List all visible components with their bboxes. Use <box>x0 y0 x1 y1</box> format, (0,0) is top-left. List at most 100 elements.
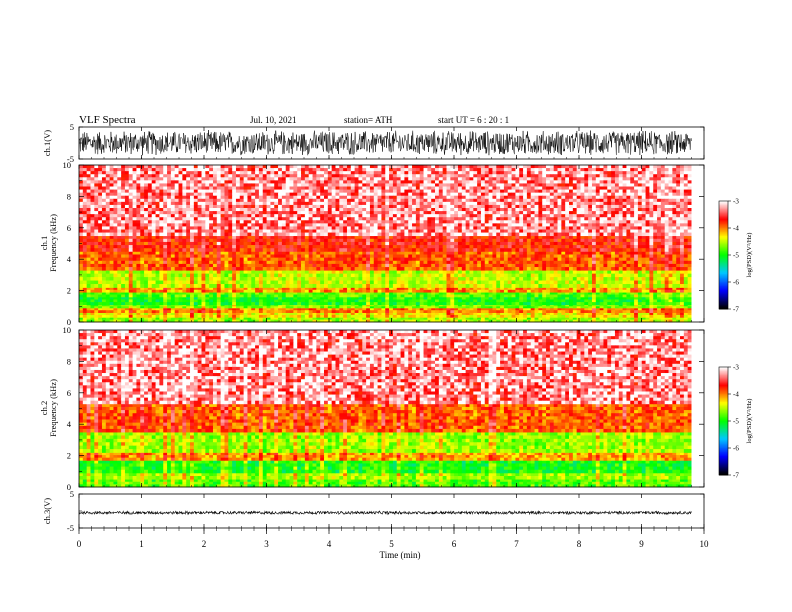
spectrogram-cell <box>197 306 202 309</box>
spectrogram-cell <box>553 304 558 307</box>
spectrogram-cell <box>109 302 114 306</box>
spectrogram-cell <box>611 257 616 262</box>
spectrogram-cell <box>488 304 493 307</box>
spectrogram-cell <box>155 263 160 268</box>
spectrogram-cell <box>572 284 578 288</box>
spectrogram-cell <box>170 314 176 318</box>
spectrogram-cell <box>297 296 302 300</box>
spectrogram-cell <box>542 319 547 323</box>
spectrogram-cell <box>618 304 623 307</box>
spectrogram-cell <box>121 248 126 252</box>
spectrogram-cell <box>595 284 601 288</box>
spectrogram-cell <box>649 245 654 249</box>
spectrogram-cell <box>569 302 574 306</box>
spectrogram-cell <box>228 299 233 303</box>
spectrogram-cell <box>442 289 447 293</box>
spectrogram-cell <box>201 304 206 307</box>
spectrogram-cell <box>381 314 386 318</box>
spectrogram-cell <box>519 238 524 243</box>
spectrogram-cell <box>346 273 352 278</box>
spectrogram-cell <box>538 260 543 265</box>
spectrogram-cell <box>251 245 256 249</box>
spectrogram-cell <box>136 251 141 255</box>
spectrogram-cell <box>408 270 413 275</box>
spectrogram-cell <box>178 238 183 243</box>
spectrogram-cell <box>362 287 367 291</box>
spectrogram-cell <box>377 317 382 321</box>
spectrogram-cell <box>530 248 535 252</box>
spectrogram-cell <box>461 294 467 298</box>
spectrogram-cell <box>435 245 440 249</box>
spectrogram-cell <box>335 277 340 281</box>
spectrogram-cell <box>331 254 336 259</box>
spectrogram-cell <box>484 317 490 321</box>
spectrogram-cell <box>680 306 685 309</box>
spectrogram-cell <box>163 267 168 271</box>
spectrogram-cell <box>381 267 386 271</box>
spectrogram-cell <box>243 254 248 259</box>
spectrogram-cell <box>668 257 673 262</box>
spectrogram-cell <box>147 267 153 271</box>
spectrogram-cell <box>308 319 313 323</box>
spectrogram-cell <box>369 241 375 246</box>
spectrogram-cell <box>90 245 95 249</box>
spectrogram-cell <box>626 254 631 259</box>
spectrogram-cell <box>469 254 474 259</box>
spectrogram-cell <box>396 245 401 249</box>
spectrogram-cell <box>683 302 689 306</box>
spectrogram-cell <box>515 317 520 321</box>
spectrogram-cell <box>301 257 306 262</box>
spectrogram-cell <box>446 277 451 281</box>
spectrogram-cell <box>155 289 160 293</box>
spectrogram-cell <box>584 317 589 321</box>
spectrogram-cell <box>435 317 440 321</box>
spectrogram-cell <box>457 241 463 246</box>
spectrogram-cell <box>645 312 650 316</box>
spectrogram-cell <box>530 307 535 311</box>
spectrogram-cell <box>480 263 486 268</box>
spectrogram-cell <box>565 304 570 307</box>
spectrogram-cell <box>607 319 612 323</box>
spectrogram-cell <box>304 254 310 259</box>
spectrogram-cell <box>117 296 122 300</box>
spectrogram-cell <box>400 294 405 298</box>
spectrogram-cell <box>461 304 467 307</box>
spectrogram-cell <box>327 260 333 265</box>
spectrogram-cell <box>473 310 478 313</box>
spectrogram-cell <box>343 306 348 309</box>
spectrogram-cell <box>438 251 444 255</box>
spectrogram-cell <box>312 287 317 291</box>
spectrogram-cell <box>519 312 524 316</box>
spectrogram-cell <box>461 263 467 268</box>
spectrogram-cell <box>182 260 187 265</box>
spectrogram-cell <box>572 251 578 255</box>
spectrogram-cell <box>419 235 424 240</box>
spectrogram-cell <box>653 296 658 300</box>
spectrogram-cell <box>186 254 191 259</box>
spectrogram-cell <box>255 270 260 275</box>
spectrogram-cell <box>369 284 375 288</box>
spectrogram-cell <box>224 287 229 291</box>
spectrogram-cell <box>293 260 298 265</box>
spectrogram-cell <box>178 257 183 262</box>
spectrogram-cell <box>94 251 99 255</box>
spectrogram-cell <box>503 263 509 268</box>
spectrogram-cell <box>538 238 543 243</box>
spectrogram-cell <box>170 267 176 271</box>
spectrogram-cell <box>316 307 321 311</box>
spectrogram-cell <box>155 296 160 300</box>
spectrogram-cell <box>557 280 562 285</box>
spectrogram-cell <box>503 235 509 240</box>
spectrogram-cell <box>124 245 130 249</box>
spectrogram-cell <box>117 241 122 246</box>
spectrogram-cell <box>144 292 149 295</box>
spectrogram-cell <box>144 241 149 246</box>
spectrogram-cell <box>473 238 478 243</box>
spectrogram-cell <box>526 257 532 262</box>
spectrogram-cell <box>324 248 329 252</box>
spectrogram-cell <box>385 254 390 259</box>
spectrogram-cell <box>121 235 126 240</box>
spectrogram-cell <box>569 294 574 298</box>
spectrogram-cell <box>304 277 310 281</box>
spectrogram-cell <box>320 245 325 249</box>
